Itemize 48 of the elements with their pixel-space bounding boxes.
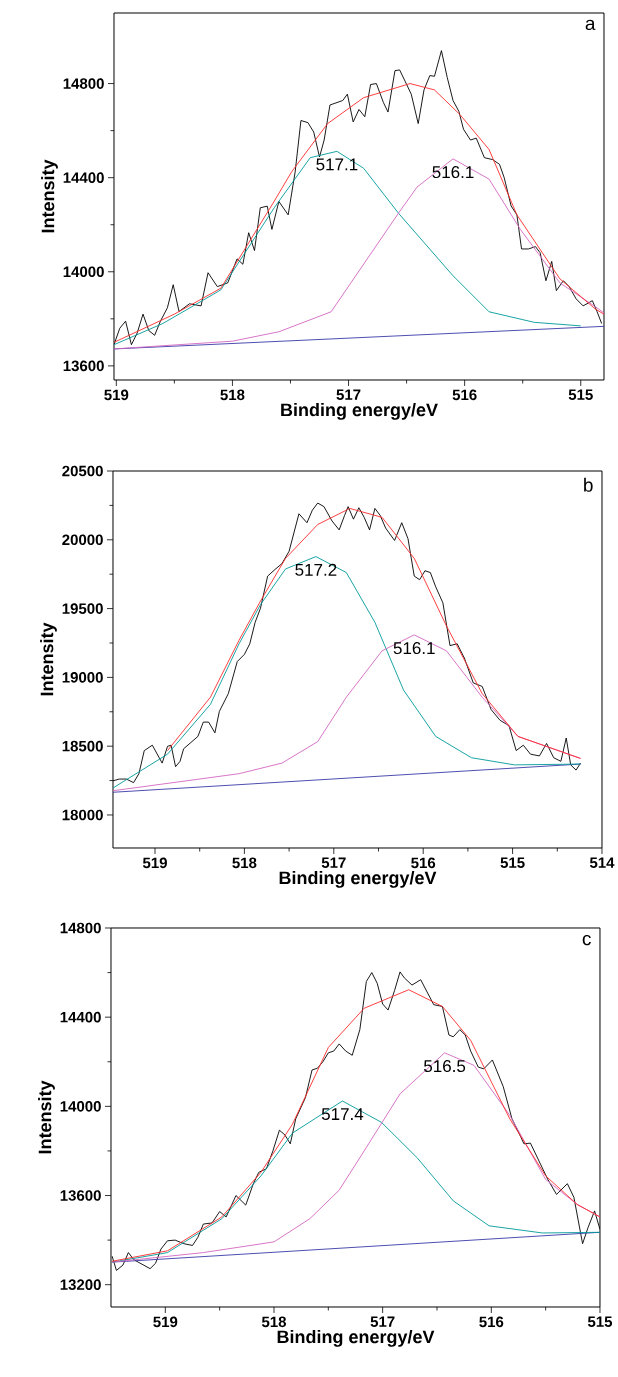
y-tick-label: 18500 (62, 740, 103, 752)
y-tick-label: 14400 (63, 172, 104, 183)
x-axis-title: Binding energy/eV (279, 871, 437, 888)
x-tick-label: 518 (232, 857, 257, 869)
x-tick-label: 519 (142, 857, 167, 869)
line-series (112, 556, 581, 789)
x-tick-label: 515 (500, 857, 525, 868)
x-tick-label: 517 (321, 857, 346, 868)
annotation: 516.1 (432, 166, 474, 179)
annotation: 517.4 (321, 1108, 364, 1121)
y-tick-label: 13600 (63, 360, 104, 372)
x-tick-label: 517 (370, 1316, 395, 1327)
x-tick-label: 516 (479, 1316, 504, 1328)
x-tick-label: 519 (153, 1316, 178, 1328)
x-tick-label: 518 (261, 1316, 287, 1328)
x-axis-title: Binding energy/eV (281, 403, 438, 420)
x-tick-label: 518 (220, 389, 245, 401)
y-axis-title: Intensity (41, 159, 58, 233)
y-axis-title: Intensity (40, 622, 57, 696)
x-tick-label: 516 (452, 389, 477, 401)
x-tick-label: 515 (568, 389, 593, 400)
annotation: a (585, 19, 596, 31)
y-axis-title: Intensity (38, 1080, 55, 1154)
annotation: 516.5 (423, 1060, 466, 1073)
x-axis-title: Binding energy/eV (277, 1330, 435, 1347)
annotation: 517.1 (316, 158, 358, 171)
y-tick-label: 14800 (63, 78, 104, 89)
x-tick-label: 516 (411, 857, 436, 869)
y-tick-label: 14400 (60, 1011, 101, 1023)
y-tick-label: 14800 (60, 922, 101, 934)
line-series (167, 507, 581, 759)
y-tick-label: 20500 (62, 465, 103, 477)
annotation: 516.1 (393, 642, 435, 655)
y-tick-label: 14000 (63, 266, 104, 278)
x-tick-label: 515 (587, 1316, 613, 1327)
y-tick-label: 19500 (62, 603, 103, 614)
y-tick-label: 14000 (60, 1101, 101, 1112)
y-tick-label: 18000 (62, 809, 103, 821)
y-tick-label: 13600 (60, 1190, 101, 1201)
annotation: c (582, 934, 591, 946)
annotation: 517.2 (295, 563, 337, 576)
y-tick-label: 20000 (62, 534, 103, 546)
x-tick-label: 517 (336, 389, 361, 400)
annotation: b (584, 477, 593, 492)
y-tick-label: 13200 (60, 1279, 101, 1291)
x-tick-label: 519 (104, 389, 129, 401)
y-tick-label: 19000 (62, 672, 103, 683)
x-tick-label: 514 (589, 857, 615, 868)
